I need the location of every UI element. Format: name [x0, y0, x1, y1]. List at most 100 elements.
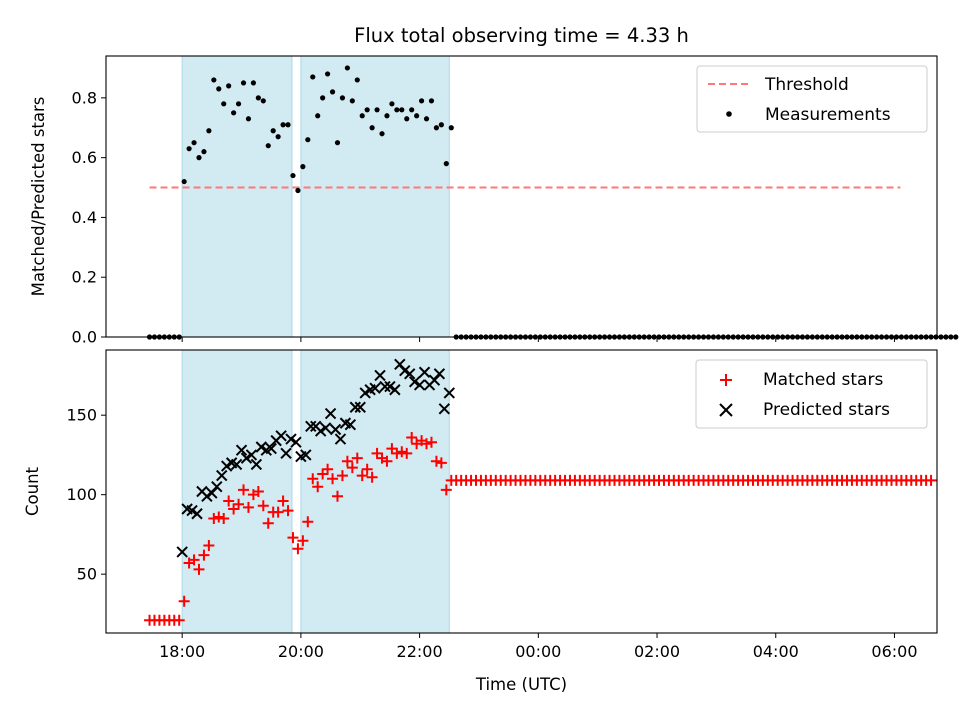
- predicted-stars-point: [438, 403, 451, 415]
- bottom-x-tick-label: 04:00: [753, 642, 799, 661]
- predicted-stars-point: [250, 458, 263, 471]
- predicted-stars-point: [305, 420, 317, 433]
- matched-stars-point: [341, 455, 353, 467]
- measurements-point: [428, 98, 435, 104]
- matched-stars-point: [188, 554, 200, 566]
- measurements-point: [399, 107, 405, 113]
- measurements-point: [285, 122, 291, 128]
- chart-title: Flux total observing time = 4.33 h: [354, 24, 689, 47]
- top-y-tick-label: 0.4: [72, 208, 97, 227]
- matched-stars-point: [238, 484, 250, 496]
- top-y-tick-label: 0.2: [72, 268, 97, 287]
- predicted-stars-point: [374, 369, 386, 382]
- predicted-stars-point: [329, 423, 342, 436]
- predicted-stars-point: [369, 382, 381, 394]
- bottom-shaded-interval-0: [181, 349, 293, 634]
- bottom-panel-frame: [105, 349, 938, 634]
- predicted-stars-point: [265, 442, 277, 455]
- matched-stars-point: [381, 455, 393, 467]
- measurements-point: [320, 95, 326, 101]
- matched-stars-point: [297, 535, 309, 547]
- x-axis-label: Time (UTC): [475, 675, 567, 694]
- predicted-stars-point: [211, 481, 223, 493]
- measurements-point: [191, 140, 197, 146]
- matched-legend-swatch: [720, 374, 732, 386]
- bottom-panel-shading: [181, 349, 450, 634]
- bottom-legend-frame: [695, 359, 928, 429]
- bottom-x-tick-label: 02:00: [634, 642, 680, 661]
- predicted-stars-point: [384, 380, 396, 393]
- bottom-y-axis-label: Count: [23, 466, 42, 516]
- matched-stars-point: [430, 455, 442, 467]
- top-shaded-interval-1: [300, 55, 450, 338]
- top-y-tick-label: 0.8: [72, 88, 97, 107]
- measurements-point: [414, 113, 420, 119]
- predicted-stars-point: [334, 433, 347, 445]
- matched-stars-point: [173, 614, 185, 626]
- predicted-stars-point: [319, 422, 332, 434]
- predicted-legend-swatch: [719, 403, 733, 417]
- bottom-y-tick-label: 150: [66, 406, 97, 425]
- predicted-stars-point: [285, 433, 297, 445]
- measurements-point: [384, 113, 390, 119]
- matched-stars-point: [272, 506, 284, 518]
- matched-stars-point: [213, 511, 225, 523]
- matched-stars-point: [233, 498, 245, 510]
- matched-stars-point: [401, 447, 413, 459]
- measurements-point: [379, 131, 385, 137]
- bottom-x-tick-label: 20:00: [278, 642, 324, 661]
- predicted-stars-point: [240, 452, 253, 464]
- measurements-point: [369, 125, 375, 131]
- bottom-panel-legend: Matched stars Predicted stars: [695, 359, 928, 429]
- measurements-point: [433, 125, 440, 131]
- measurements-point: [948, 334, 954, 340]
- measurements-point: [221, 101, 227, 107]
- predicted-stars-point: [324, 407, 337, 420]
- top-panel-frame: [105, 55, 938, 338]
- matched-stars-point: [317, 468, 329, 480]
- matched-stars-point: [257, 500, 269, 512]
- matched-stars-point: [336, 470, 348, 482]
- bottom-panel: 50 100 150 18:00 20:00 22:00 00:00 02:00 04:00 06…: [23, 349, 938, 694]
- predicted-stars-point: [408, 376, 421, 388]
- bottom-x-tick-label: 22:00: [397, 642, 443, 661]
- measurements-point: [260, 98, 266, 104]
- top-shaded-interval-0: [181, 55, 293, 338]
- measurements-point: [438, 122, 444, 128]
- measurements-point: [290, 172, 296, 179]
- measurements-point: [300, 164, 306, 170]
- measurements-point: [211, 77, 217, 83]
- measurements-point: [394, 107, 400, 113]
- matched-stars-point: [228, 503, 240, 515]
- predicted-stars-point: [176, 546, 188, 558]
- predicted-stars-point: [230, 458, 243, 471]
- bottom-y-tick-label: 100: [66, 485, 97, 504]
- matched-stars-point: [406, 431, 418, 443]
- matched-stars-point: [242, 501, 254, 513]
- matched-stars-point: [366, 471, 378, 483]
- predicted-stars-point: [280, 447, 292, 460]
- matched-stars-point: [361, 463, 373, 475]
- predicted-stars-point: [186, 504, 198, 517]
- matched-stars-point: [322, 463, 334, 475]
- predicted-stars-point: [344, 419, 357, 431]
- matched-stars-point: [925, 474, 937, 486]
- measurements-point: [265, 143, 271, 149]
- measurements-point: [339, 95, 346, 101]
- matched-stars-point: [193, 563, 205, 575]
- matched-stars-point: [307, 473, 319, 485]
- measurements-point: [275, 134, 281, 140]
- top-panel-ticks: 0.0 0.2 0.4 0.6 0.8: [72, 88, 895, 347]
- matched-stars-point: [203, 540, 215, 552]
- predicted-stars-point: [389, 384, 401, 396]
- measurements-point: [310, 74, 316, 80]
- predicted-stars-point: [201, 490, 213, 502]
- matched-stars-point: [371, 447, 383, 459]
- predicted-stars-point: [314, 425, 327, 437]
- measurements-point: [280, 122, 286, 128]
- matched-stars-point: [282, 505, 294, 517]
- measurements-point: [404, 116, 410, 122]
- measurements-point: [938, 334, 944, 340]
- measurements-point: [349, 98, 355, 104]
- top-panel: 0.0 0.2 0.4 0.6 0.8 Flux total observing tim…: [29, 24, 959, 347]
